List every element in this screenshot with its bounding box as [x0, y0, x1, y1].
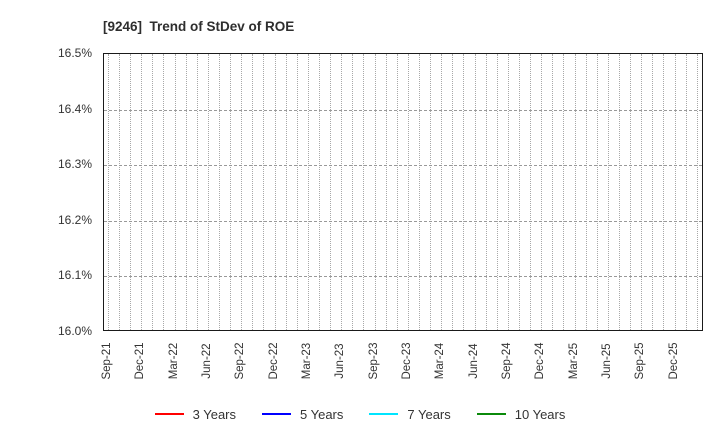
vertical-gridline: [485, 54, 487, 330]
vertical-gridline: [263, 54, 265, 330]
vertical-gridline: [519, 54, 520, 330]
vertical-gridline: [196, 54, 198, 330]
vertical-gridline: [141, 54, 143, 330]
legend: 3 Years 5 Years 7 Years 10 Years: [0, 403, 720, 425]
x-tick-label: Sep-22: [234, 342, 247, 380]
vertical-gridline: [663, 54, 665, 330]
vertical-gridline: [419, 54, 420, 330]
vertical-gridline: [563, 54, 565, 330]
vertical-gridline: [696, 54, 698, 330]
vertical-gridline: [341, 54, 343, 330]
horizontal-gridline: [104, 109, 702, 111]
chart-title: [9246] Trend of StDev of ROE: [103, 19, 295, 34]
vertical-gridline: [107, 54, 109, 330]
vertical-gridline: [430, 54, 432, 330]
legend-label: 7 Years: [407, 406, 451, 422]
vertical-gridline: [119, 54, 120, 330]
x-tick-label: Jun-22: [200, 343, 213, 379]
x-tick-label: Mar-25: [567, 342, 580, 380]
vertical-gridline: [496, 54, 498, 330]
vertical-gridline: [163, 54, 165, 330]
horizontal-gridline: [104, 220, 702, 222]
y-tick-label: 16.4%: [57, 101, 92, 116]
vertical-gridline: [307, 54, 309, 330]
vertical-gridline: [174, 54, 176, 330]
y-tick-label: 16.1%: [57, 268, 92, 283]
x-tick-label: Mar-22: [167, 342, 180, 380]
vertical-gridline: [374, 54, 376, 330]
vertical-gridline: [285, 54, 287, 330]
x-tick-label: Mar-24: [434, 342, 447, 380]
vertical-gridline: [319, 54, 320, 330]
vertical-gridline: [630, 54, 632, 330]
vertical-gridline: [641, 54, 643, 330]
vertical-gridline: [507, 54, 509, 330]
x-tick-label: Jun-25: [600, 343, 613, 379]
x-tick-label: Dec-23: [400, 342, 413, 380]
vertical-gridline: [685, 54, 687, 330]
legend-label: 5 Years: [300, 406, 344, 422]
vertical-gridline: [585, 54, 587, 330]
y-tick-label: 16.0%: [57, 324, 92, 338]
x-tick-label: Dec-22: [267, 342, 280, 380]
legend-line-swatch: [262, 413, 291, 415]
vertical-gridline: [463, 54, 465, 330]
x-tick-label: Mar-23: [300, 342, 313, 380]
legend-item: 5 Years: [262, 407, 343, 422]
vertical-gridline: [252, 54, 254, 330]
x-tick-label: Dec-21: [134, 342, 147, 380]
horizontal-gridline: [104, 165, 702, 167]
legend-item: 3 Years: [154, 406, 236, 422]
vertical-gridline: [574, 54, 576, 330]
x-tick-label: Dec-25: [667, 342, 680, 380]
legend-label: 10 Years: [514, 406, 566, 422]
vertical-gridline: [452, 54, 454, 330]
vertical-gridline: [552, 54, 554, 330]
vertical-gridline: [385, 54, 387, 330]
y-tick-label: 16.2%: [57, 212, 92, 227]
legend-line-swatch: [154, 413, 184, 415]
vertical-gridline: [296, 54, 298, 330]
vertical-gridline: [219, 54, 220, 330]
x-tick-label: Sep-21: [100, 342, 113, 380]
vertical-gridline: [530, 54, 532, 330]
vertical-gridline: [619, 54, 620, 330]
x-tick-label: Dec-24: [534, 342, 547, 380]
vertical-gridline: [607, 54, 609, 330]
legend-item: 7 Years: [369, 406, 451, 422]
vertical-gridline: [330, 54, 332, 330]
vertical-gridline: [441, 54, 443, 330]
x-tick-label: Jun-24: [467, 343, 480, 379]
x-tick-label: Jun-23: [334, 343, 347, 379]
legend-label: 3 Years: [192, 406, 236, 422]
vertical-gridline: [363, 54, 365, 330]
y-tick-label: 16.5%: [57, 46, 92, 60]
x-tick-label: Sep-25: [634, 342, 647, 380]
vertical-gridline: [230, 54, 232, 330]
vertical-gridline: [352, 54, 354, 330]
vertical-gridline: [474, 54, 476, 330]
x-tick-label: Sep-24: [500, 342, 513, 380]
vertical-gridline: [130, 54, 132, 330]
legend-line-swatch: [369, 413, 399, 415]
vertical-gridline: [652, 54, 654, 330]
y-tick-label: 16.3%: [57, 157, 92, 172]
vertical-gridline: [541, 54, 543, 330]
vertical-gridline: [274, 54, 276, 330]
legend-line-swatch: [476, 413, 506, 415]
vertical-gridline: [674, 54, 676, 330]
vertical-gridline: [241, 54, 243, 330]
plot-area: [103, 53, 703, 331]
vertical-gridline: [185, 54, 187, 330]
vertical-gridline: [207, 54, 209, 330]
horizontal-gridline: [104, 276, 702, 278]
vertical-gridline: [396, 54, 398, 330]
vertical-gridline: [596, 54, 598, 330]
x-tick-label: Sep-23: [367, 342, 380, 380]
vertical-gridline: [407, 54, 409, 330]
legend-item: 10 Years: [476, 406, 566, 422]
vertical-gridline: [152, 54, 154, 330]
